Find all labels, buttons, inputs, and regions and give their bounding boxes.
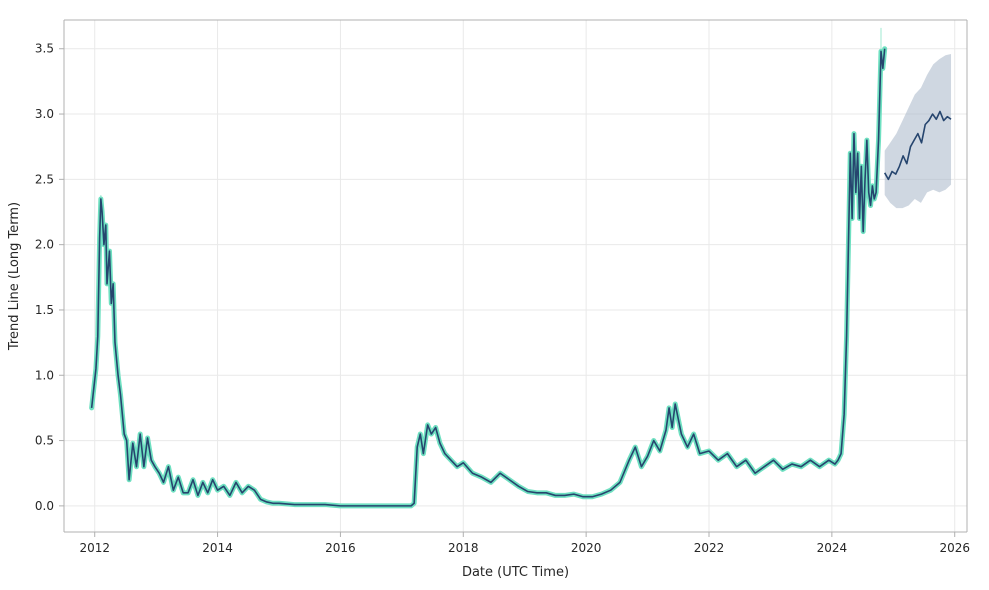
trend-line-chart: 2012 2014 2016 2018 2020 2022 2024 2026 0.0 0.5 1.… [0,0,989,590]
y-tick-label: 2.0 [35,238,54,252]
y-tick-label: 2.5 [35,172,54,186]
y-tick-label: 0.5 [35,434,54,448]
x-tick-label: 2020 [571,541,602,555]
chart-bg [0,0,989,590]
y-tick-label: 1.0 [35,368,54,382]
y-tick-label: 0.0 [35,499,54,513]
y-tick-label: 1.5 [35,303,54,317]
x-axis-label: Date (UTC Time) [462,565,569,580]
x-tick-label: 2018 [448,541,479,555]
x-tick-label: 2014 [202,541,233,555]
y-axis-label: Trend Line (Long Term) [7,202,22,351]
x-tick-label: 2026 [939,541,970,555]
x-tick-label: 2016 [325,541,356,555]
x-tick-label: 2012 [79,541,110,555]
x-tick-label: 2022 [694,541,725,555]
x-tick-label: 2024 [817,541,848,555]
y-tick-label: 3.5 [35,42,54,56]
y-tick-label: 3.0 [35,107,54,121]
chart-svg: 2012 2014 2016 2018 2020 2022 2024 2026 0.0 0.5 1.… [0,0,989,590]
